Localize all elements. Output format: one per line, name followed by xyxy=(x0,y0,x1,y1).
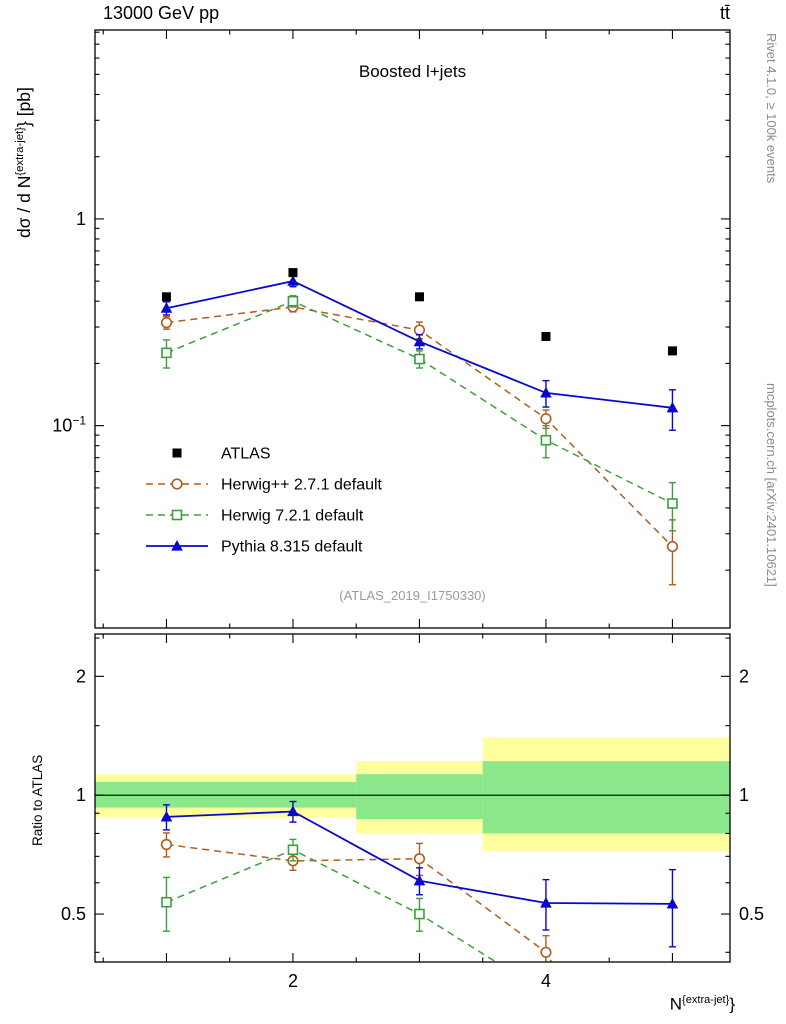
x-axis-label-base: N xyxy=(669,994,683,1014)
y-axis-label: dσ / d N{extra-jet}} [pb] xyxy=(14,87,35,238)
legend-label: Herwig 7.2.1 default xyxy=(221,508,364,525)
series-pythia-8-315-default xyxy=(160,275,679,431)
y-axis-label-base: dσ / d N xyxy=(14,175,34,238)
legend-label: Pythia 8.315 default xyxy=(221,539,363,556)
series-herwig-7-2-1-default xyxy=(161,295,678,532)
ratio-tick-label-right: 0.5 xyxy=(739,904,764,924)
beam-energy-label: 13000 GeV pp xyxy=(103,3,220,23)
x-axis-label-close: } xyxy=(729,994,735,1014)
legend: ATLAS Herwig++ 2.7.1 default Herwig 7.2.1 … xyxy=(146,446,383,556)
axis-ticks: 2 4 1 10−1 0.5 0.5 1 1 2 2 xyxy=(52,30,764,991)
series-herwig-7-2-1-default-ratio xyxy=(161,838,497,962)
analysis-id-label: (ATLAS_2019_I1750330) xyxy=(339,588,486,603)
main-panel-frame xyxy=(94,29,731,629)
y-tick-label: 10−1 xyxy=(52,414,86,436)
uncertainty-bands xyxy=(95,737,730,852)
x-tick-label: 4 xyxy=(541,971,551,991)
ratio-tick-label-left: 2 xyxy=(76,666,86,686)
legend-label: ATLAS xyxy=(221,446,271,463)
y-axis-label-sup: {extra-jet} xyxy=(14,127,27,176)
y-tick-label: 1 xyxy=(76,209,86,229)
process-label: tt̄ xyxy=(719,3,730,23)
legend-label: Herwig++ 2.7.1 default xyxy=(221,477,383,494)
y-axis-label-unit: [pb] xyxy=(14,87,34,122)
ratio-tick-label-right: 1 xyxy=(739,785,749,805)
ratio-tick-label-right: 2 xyxy=(739,666,749,686)
ratio-panel-frame xyxy=(94,633,731,963)
x-axis-label: N{extra-jet}} xyxy=(95,994,735,1015)
x-axis-label-sup: {extra-jet} xyxy=(682,994,730,1006)
series-pythia-8-315-default-ratio xyxy=(160,800,679,948)
x-tick-label: 2 xyxy=(288,971,298,991)
y-axis-label-close: } xyxy=(14,121,34,128)
ratio-axis-label: Ratio to ATLAS xyxy=(30,754,45,846)
ratio-tick-label-left: 0.5 xyxy=(61,904,86,924)
mcplots-label: mcplots.cern.ch [arXiv:2401.10621] xyxy=(764,383,779,587)
green-band-bin xyxy=(356,774,483,820)
green-band-bin xyxy=(482,761,730,834)
ratio-tick-label-left: 1 xyxy=(76,785,86,805)
series-atlas xyxy=(161,268,677,356)
plot-title: Boosted l+jets xyxy=(358,62,467,81)
rivet-version-label: Rivet 4.1.0, ≥ 100k events xyxy=(764,33,779,184)
